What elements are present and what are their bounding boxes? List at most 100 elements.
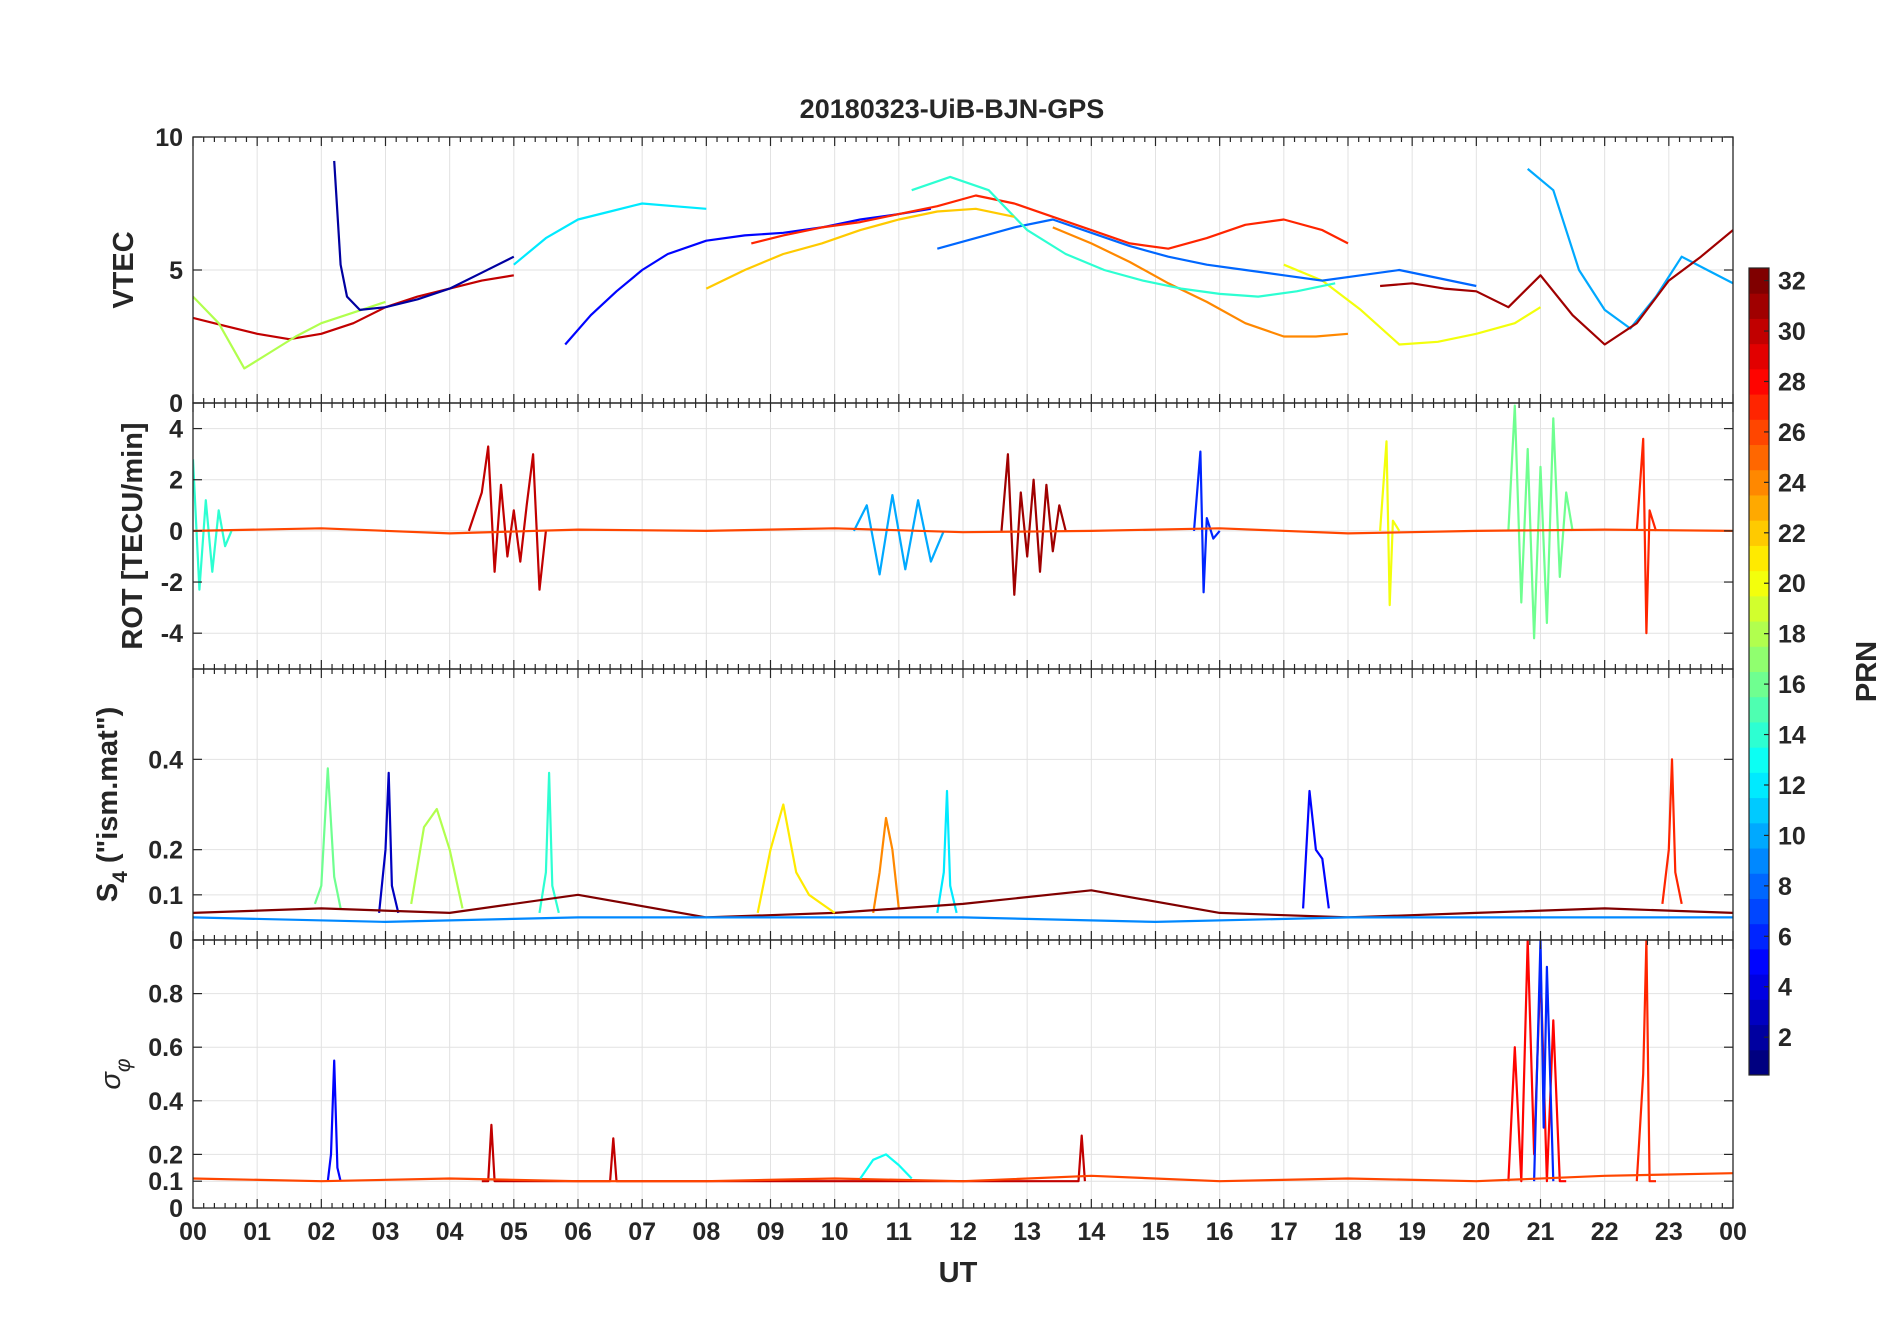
series-prn-24 [872, 816, 900, 914]
colorbar-tick-label: 28 [1778, 368, 1806, 396]
series-prn-12 [936, 789, 958, 914]
x-tick-label: 06 [564, 1218, 592, 1246]
panel-4-ticks [192, 940, 1734, 1209]
series-prn-16 [313, 767, 342, 909]
y-tick-label: 0.8 [148, 981, 183, 1009]
colorbar-tick-label: 20 [1778, 570, 1806, 598]
x-axis: 00 01 02 03 04 05 06 07 08 09 10 11 12 13 14 15 16 17 18 19… [179, 1218, 1747, 1246]
panel-2-ticks [192, 403, 1734, 669]
y-tick-label: -2 [161, 569, 183, 597]
colorbar-segment [1749, 394, 1769, 420]
panel-4-grid [192, 940, 1734, 1209]
series-prn-2 [333, 160, 515, 311]
y-tick-label: 0.6 [148, 1034, 183, 1062]
colorbar-segment [1749, 822, 1769, 849]
panel-3-ticks [192, 669, 1734, 941]
x-tick-label: 17 [1270, 1218, 1298, 1246]
series-prn-31 [1000, 453, 1067, 596]
panel-1-ticks [192, 136, 1734, 404]
series-prn-32 [193, 889, 1733, 919]
panel-1: 0 5 10 VTEC [108, 124, 1734, 418]
series-prn-27 [1635, 437, 1658, 635]
x-tick-label: 10 [821, 1218, 849, 1246]
colorbar-segment [1749, 469, 1769, 496]
colorbar-tick-label: 12 [1778, 772, 1806, 800]
series-prn-5 [564, 207, 932, 346]
series-prn-16 [1507, 404, 1574, 640]
panel-4: 00.10.2 0.4 0.6 0.8 σφ [95, 939, 1734, 1223]
panel-1-grid [192, 136, 1734, 404]
colorbar-segment [1749, 419, 1769, 446]
x-tick-label: 23 [1655, 1218, 1683, 1246]
panel-3-grid [192, 669, 1734, 941]
x-tick-label: 22 [1591, 1218, 1619, 1246]
colorbar-tick-label: 14 [1778, 722, 1806, 750]
colorbar-segment [1749, 494, 1769, 521]
y-tick-label: 0.4 [148, 746, 183, 774]
y-tick-label: 0 [169, 1195, 183, 1223]
series-prn-21 [756, 803, 836, 914]
x-tick-label: 00 [1719, 1218, 1747, 1246]
y-tick-label: 10 [155, 124, 183, 152]
x-tick-label: 03 [372, 1218, 400, 1246]
colorbar-segment [1749, 343, 1769, 370]
y-tick-label: 0 [169, 927, 183, 955]
series-prn-30 [467, 445, 547, 591]
series-prn-30 [481, 1123, 1086, 1183]
colorbar-segment [1749, 873, 1769, 899]
x-tick-label: 04 [436, 1218, 464, 1246]
y-tick-label: 0.4 [148, 1088, 183, 1116]
colorbar-tick-label: 4 [1778, 974, 1792, 1002]
colorbar-segment [1749, 293, 1769, 319]
series-prn-14 [193, 459, 233, 591]
x-tick-label: 13 [1013, 1218, 1041, 1246]
colorbar-segment [1749, 772, 1769, 799]
x-tick-label: 08 [692, 1218, 720, 1246]
colorbar-segment [1749, 721, 1769, 748]
x-tick-label: 00 [179, 1218, 207, 1246]
y-tick-label: 0.2 [148, 837, 183, 865]
panel-3-series [193, 758, 1733, 924]
colorbar-tick-label: 22 [1778, 520, 1806, 548]
series-prn-24 [1052, 226, 1349, 338]
y-axis-label-s4: S4 ("ism.mat") [92, 707, 132, 903]
y-tick-label: 0.2 [148, 1141, 183, 1169]
x-axis-label: UT [939, 1257, 978, 1289]
x-tick-label: 02 [307, 1218, 335, 1246]
series-prn-27 [751, 194, 1349, 250]
x-tick-label: 05 [500, 1218, 528, 1246]
x-tick-label: 16 [1206, 1218, 1234, 1246]
panel-4-series [193, 940, 1733, 1183]
series-prn-9 [193, 916, 1733, 924]
colorbar-segment [1749, 545, 1769, 572]
y-axis-label: VTEC [108, 231, 140, 308]
x-tick-label: 09 [757, 1218, 785, 1246]
series-prn-27 [1661, 758, 1683, 905]
colorbar-tick-label: 8 [1778, 873, 1792, 901]
series-prn-31 [1380, 229, 1733, 346]
series-prn-20 [1379, 440, 1401, 607]
x-tick-label: 18 [1334, 1218, 1362, 1246]
colorbar-tick-label: 10 [1778, 822, 1806, 850]
y-tick-label: 0 [169, 518, 183, 546]
y-tick-label: 4 [169, 416, 183, 444]
x-tick-label: 11 [886, 1218, 913, 1246]
colorbar-segment [1749, 1024, 1769, 1051]
series-prn-26 [193, 527, 1733, 535]
colorbar-segment [1749, 646, 1769, 672]
colorbar-segment [1749, 747, 1769, 773]
x-tick-label: 20 [1462, 1218, 1490, 1246]
colorbar-segment [1749, 948, 1769, 975]
colorbar-tick-label: 30 [1778, 318, 1806, 346]
y-tick-label: 2 [169, 467, 183, 495]
series-prn-18 [193, 295, 386, 370]
panel-2-series [193, 404, 1733, 640]
y-tick-label: 5 [169, 257, 183, 285]
colorbar-segment [1749, 368, 1769, 395]
y-tick-label: 0 [169, 390, 183, 418]
colorbar-segment [1749, 696, 1769, 723]
series-prn-10 [852, 494, 945, 576]
x-tick-label: 01 [243, 1218, 271, 1246]
